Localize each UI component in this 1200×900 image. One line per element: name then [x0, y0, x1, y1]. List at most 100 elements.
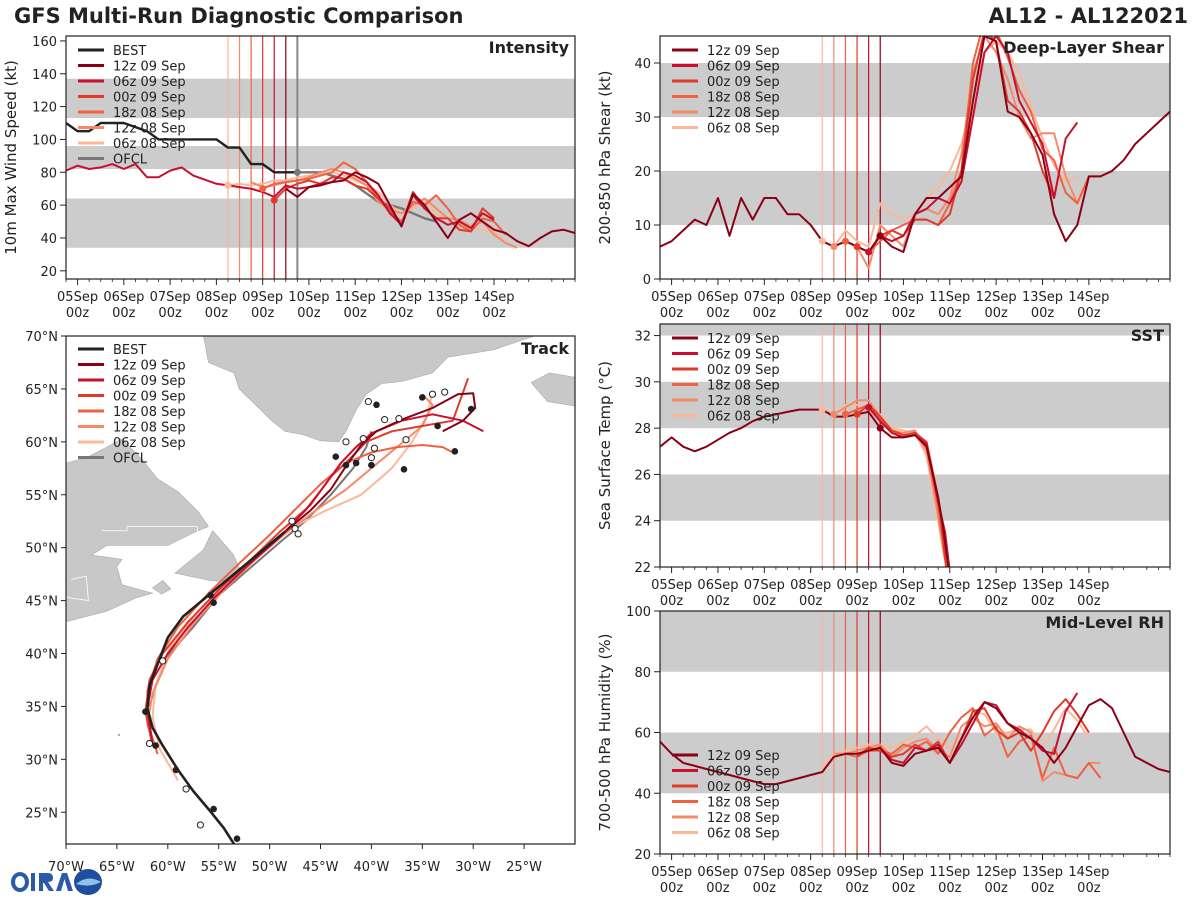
legend-label: 06z 09 Sep	[707, 60, 780, 75]
x-tick-label: 00z	[205, 306, 229, 321]
y-tick-label: 120	[32, 101, 57, 116]
y-tick-label: 28	[634, 422, 651, 437]
iceland	[530, 372, 575, 407]
y-tick-label: 100	[32, 133, 57, 148]
legend-label: 12z 08 Sep	[707, 394, 780, 409]
bermuda	[117, 733, 121, 737]
x-tick-label: 00z	[436, 306, 460, 321]
series-marker	[853, 410, 861, 418]
x-tick-label: 12Sep	[976, 290, 1017, 305]
track-position-marker	[152, 742, 159, 749]
x-tick-label: 11Sep	[335, 290, 376, 305]
x-tick-label: 05Sep	[651, 865, 692, 880]
gray-band	[66, 198, 575, 248]
gray-band	[660, 611, 1170, 672]
x-tick-label: 13Sep	[1022, 865, 1063, 880]
legend-label: 12z 09 Sep	[113, 60, 186, 75]
track-position-marker	[441, 388, 449, 396]
x-tick-label: 09Sep	[837, 865, 878, 880]
legend-label: 06z 09 Sep	[707, 348, 780, 363]
series-line	[833, 716, 1101, 783]
lat-label: 60°N	[25, 436, 58, 451]
x-tick-label: 10Sep	[883, 578, 924, 593]
x-tick-label: 14Sep	[1068, 290, 1109, 305]
y-tick-label: 30	[634, 111, 651, 126]
series-line	[285, 171, 575, 248]
series-marker	[865, 403, 873, 411]
x-tick-label: 08Sep	[790, 578, 831, 593]
border-line	[101, 526, 198, 533]
track-position-marker	[434, 422, 441, 430]
panel-title: Mid-Level RH	[1045, 613, 1164, 632]
track-position-marker	[196, 821, 204, 829]
lon-label: 35°W	[404, 860, 440, 875]
track-line	[146, 444, 454, 755]
lon-label: 70°W	[48, 860, 84, 875]
x-tick-label: 00z	[660, 881, 684, 896]
gray-band	[660, 63, 1170, 117]
x-tick-label: 00z	[799, 306, 823, 321]
x-tick-label: 12Sep	[976, 578, 1017, 593]
x-tick-label: 00z	[112, 306, 136, 321]
y-tick-label: 0	[643, 273, 651, 288]
series-line	[867, 36, 1079, 253]
gray-band	[66, 146, 575, 169]
gray-band	[660, 474, 1170, 521]
series-line	[66, 163, 495, 230]
y-tick-label: 60	[634, 727, 651, 742]
series-marker	[224, 181, 232, 189]
track-position-marker	[352, 459, 360, 467]
legend-label: 12z 08 Sep	[707, 106, 780, 121]
legend-label: BEST	[113, 44, 146, 59]
y-tick-label: 26	[634, 468, 651, 483]
x-tick-label: 09Sep	[242, 290, 283, 305]
x-tick-label: 00z	[845, 594, 869, 609]
y-tick-label: 140	[32, 68, 57, 83]
legend-label: 12z 09 Sep	[707, 749, 780, 764]
track-position-marker	[233, 835, 241, 843]
x-tick-label: 07Sep	[150, 290, 191, 305]
track-position-marker	[395, 414, 403, 423]
lon-label: 30°W	[455, 860, 491, 875]
x-tick-label: 00z	[845, 306, 869, 321]
x-tick-label: 00z	[799, 881, 823, 896]
series-line	[660, 698, 1170, 786]
y-tick-label: 20	[634, 165, 651, 180]
y-tick-label: 22	[634, 561, 651, 576]
series-marker	[841, 410, 849, 418]
panel-rh: 2040608010005Sep00z06Sep00z07Sep00z08Sep…	[596, 605, 1171, 896]
legend-label: 06z 09 Sep	[707, 765, 780, 780]
legend-label: 12z 09 Sep	[113, 359, 186, 374]
y-tick-label: 10	[634, 219, 651, 234]
series-marker	[830, 243, 838, 251]
panel-title: Track	[521, 339, 569, 358]
x-tick-label: 11Sep	[929, 290, 970, 305]
y-tick-label: 80	[634, 666, 651, 681]
track-position-marker	[419, 394, 426, 401]
x-tick-label: 13Sep	[427, 290, 468, 305]
lat-label: 50°N	[25, 542, 58, 557]
track-position-marker	[373, 401, 380, 409]
legend-label: 06z 08 Sep	[113, 436, 186, 451]
panel-sst: 22242628303205Sep00z06Sep00z07Sep00z08Se…	[596, 323, 1171, 609]
x-tick-label: 00z	[706, 881, 730, 896]
lat-label: 55°N	[25, 489, 58, 504]
x-tick-label: 00z	[706, 306, 730, 321]
x-tick-label: 07Sep	[744, 865, 785, 880]
panel-title: SST	[1131, 326, 1164, 345]
track-position-marker	[368, 461, 375, 469]
x-tick-label: 00z	[938, 881, 962, 896]
track-position-marker	[364, 398, 372, 406]
series-marker	[876, 232, 884, 240]
x-tick-label: 05Sep	[651, 290, 692, 305]
track-position-marker	[291, 525, 299, 533]
y-axis-label: 200-850 hPa Shear (kt)	[596, 71, 614, 245]
track-position-marker	[210, 805, 217, 813]
x-tick-label: 00z	[984, 306, 1008, 321]
y-axis-label: 700-500 hPa Humidity (%)	[596, 633, 614, 831]
x-tick-label: 00z	[753, 881, 777, 896]
lon-label: 60°W	[150, 860, 186, 875]
